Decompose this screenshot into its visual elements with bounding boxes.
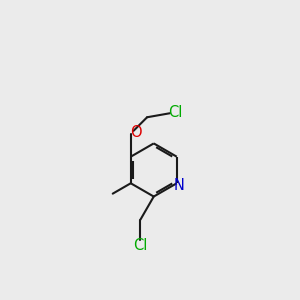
Text: O: O bbox=[130, 125, 142, 140]
Text: N: N bbox=[174, 178, 185, 193]
Text: Cl: Cl bbox=[133, 238, 148, 253]
Text: Cl: Cl bbox=[168, 105, 183, 120]
